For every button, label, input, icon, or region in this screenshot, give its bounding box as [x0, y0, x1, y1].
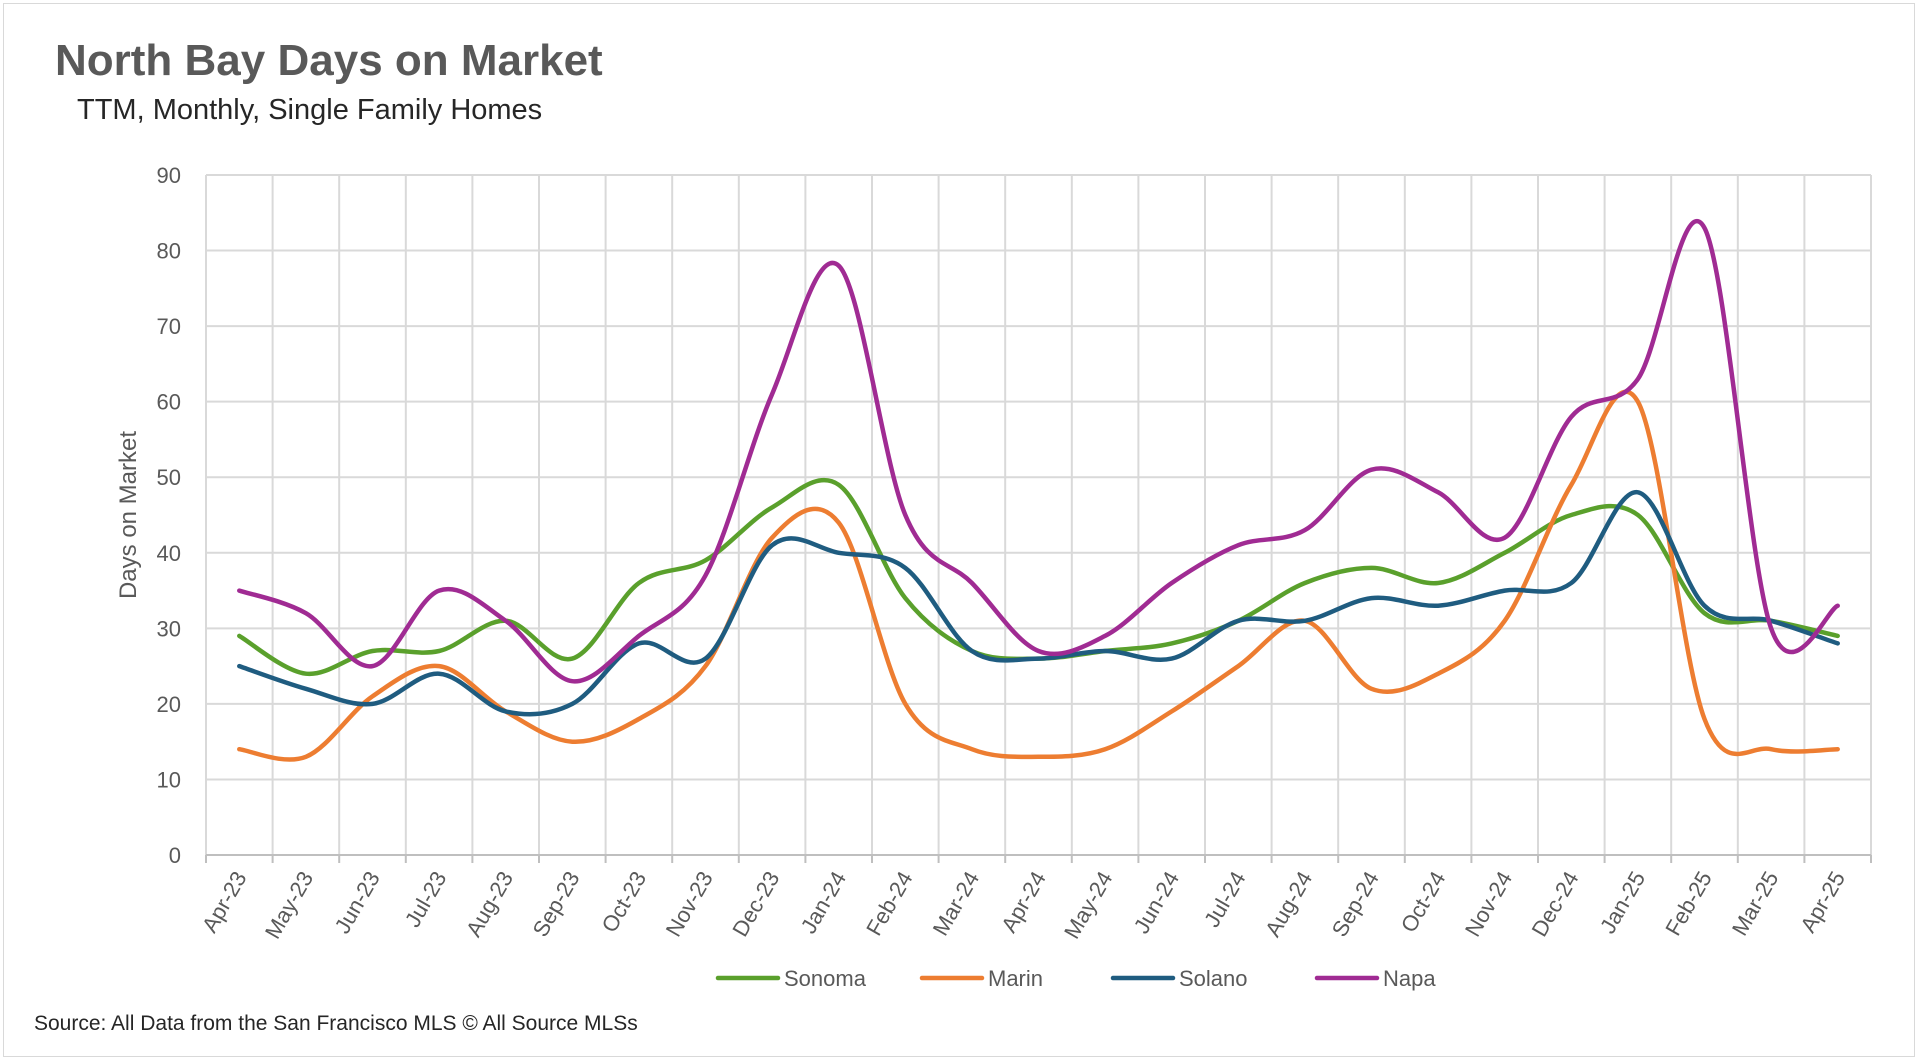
y-tick-label: 90 [157, 163, 181, 188]
y-tick-label: 70 [157, 314, 181, 339]
x-tick-label: May-23 [260, 867, 318, 943]
x-tick-label: Mar-24 [928, 867, 984, 940]
legend-label-napa: Napa [1383, 966, 1436, 991]
series-line-sonoma [237, 477, 1840, 676]
x-tick-label: Jun-23 [330, 867, 385, 938]
chart-title: North Bay Days on Market [55, 36, 603, 85]
y-tick-label: 10 [157, 767, 181, 792]
legend: Sonoma Marin Solano Napa [715, 966, 1436, 991]
x-tick-label: Nov-23 [661, 867, 718, 941]
x-tick-label: Apr-24 [996, 867, 1051, 937]
y-tick-label: 80 [157, 239, 181, 264]
y-tick-label: 30 [157, 616, 181, 641]
legend-label-sonoma: Sonoma [784, 966, 867, 991]
x-tick-label: Sep-24 [1327, 867, 1384, 941]
x-tick-label: Jul-23 [400, 867, 452, 931]
x-tick-label: Jan-25 [1595, 867, 1650, 938]
chart-subtitle: TTM, Monthly, Single Family Homes [77, 94, 543, 126]
legend-label-marin: Marin [988, 966, 1043, 991]
x-tick-label: Aug-23 [461, 867, 518, 941]
x-tick-label: Feb-25 [1660, 867, 1717, 940]
x-tick-label: Jun-24 [1129, 867, 1184, 938]
x-tick-label: Aug-24 [1260, 867, 1317, 941]
y-tick-label: 0 [169, 843, 181, 868]
x-tick-label: Jan-24 [796, 867, 851, 938]
x-tick-label: Mar-25 [1727, 867, 1783, 940]
y-axis-title: Days on Market [115, 431, 142, 599]
series-line-napa [237, 218, 1840, 684]
x-tick-label: Oct-23 [597, 867, 652, 937]
x-tick-label: Sep-23 [528, 867, 585, 941]
x-tick-label: Apr-25 [1795, 867, 1850, 937]
y-tick-label: 60 [157, 390, 181, 415]
x-tick-label: Nov-24 [1460, 867, 1517, 941]
series-lines [237, 218, 1840, 762]
x-tick-label: May-24 [1059, 867, 1117, 943]
y-tick-label: 50 [157, 465, 181, 490]
gridlines [205, 174, 1872, 855]
x-tick-label: Oct-24 [1396, 867, 1451, 937]
x-tick-label: Dec-23 [727, 867, 784, 941]
legend-label-solano: Solano [1179, 966, 1248, 991]
y-tick-label: 20 [157, 692, 181, 717]
x-tick-label: Dec-24 [1527, 867, 1584, 941]
x-tick-label: Apr-23 [197, 867, 252, 937]
source-note: Source: All Data from the San Francisco … [34, 1012, 638, 1035]
x-tick-label: Feb-24 [861, 867, 918, 940]
y-tick-label: 40 [157, 541, 181, 566]
x-tick-label: Jul-24 [1199, 867, 1251, 931]
chart-frame [3, 3, 1915, 1057]
series-line-solano [237, 490, 1840, 717]
